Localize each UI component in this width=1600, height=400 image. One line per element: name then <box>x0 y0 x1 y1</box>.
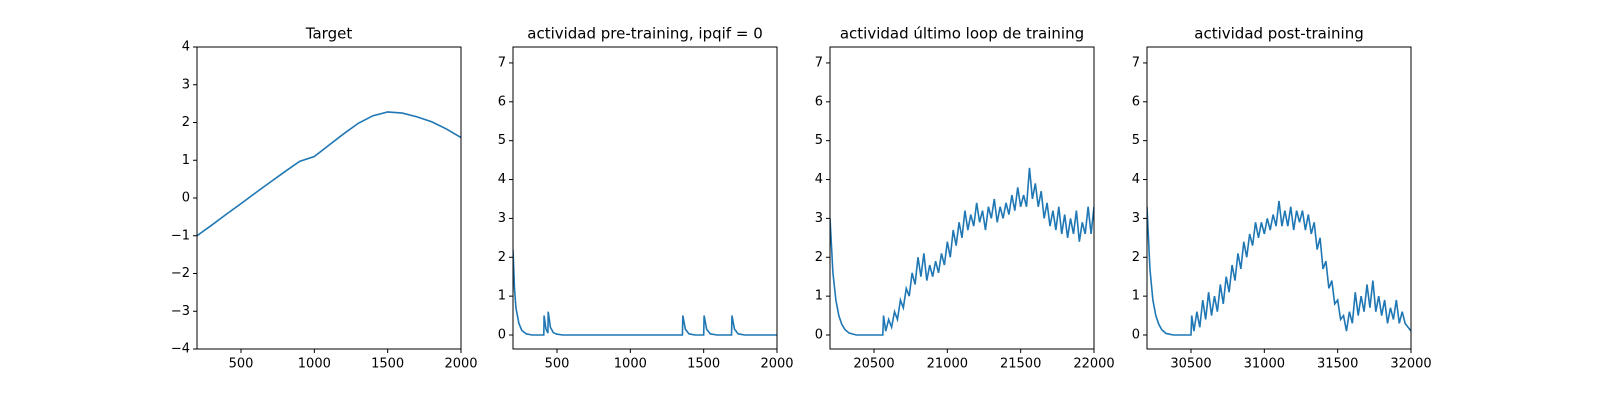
x-tick-label: 32000 <box>1390 357 1431 372</box>
y-tick-label: 6 <box>1132 94 1140 109</box>
chart-title: actividad post-training <box>1194 25 1363 43</box>
chart-title: actividad pre-training, ipqif = 0 <box>527 25 763 43</box>
data-line <box>197 111 461 237</box>
y-tick-label: 2 <box>182 115 190 130</box>
y-tick-label: 0 <box>182 191 190 206</box>
y-tick-label: −2 <box>171 266 190 281</box>
x-tick-label: 500 <box>229 357 254 372</box>
y-tick-label: 3 <box>498 211 506 226</box>
y-tick-label: 7 <box>1132 55 1140 70</box>
y-tick-label: 5 <box>498 133 506 148</box>
y-tick-label: 4 <box>182 40 190 55</box>
y-tick-label: 2 <box>498 250 506 265</box>
y-tick-label: 0 <box>815 328 823 343</box>
y-tick-label: 4 <box>1132 172 1140 187</box>
chart-title: Target <box>305 25 353 43</box>
y-tick-label: −1 <box>171 228 190 243</box>
y-tick-label: 6 <box>498 94 506 109</box>
x-tick-label: 20500 <box>853 357 894 372</box>
axes-frame <box>829 46 1095 350</box>
y-tick-label: 4 <box>498 172 506 187</box>
x-tick-label: 30500 <box>1170 357 1211 372</box>
x-tick-label: 21500 <box>1000 357 1041 372</box>
y-tick-label: 2 <box>815 250 823 265</box>
x-tick-label: 2000 <box>760 357 793 372</box>
y-tick-label: 1 <box>815 289 823 304</box>
y-tick-label: 1 <box>182 153 190 168</box>
y-tick-label: 3 <box>182 77 190 92</box>
data-line <box>513 249 777 336</box>
axes-frame <box>512 46 778 350</box>
x-tick-label: 1500 <box>371 357 404 372</box>
y-tick-label: 3 <box>1132 211 1140 226</box>
axes-frame <box>196 46 462 350</box>
axes-frame <box>1146 46 1412 350</box>
y-tick-label: 1 <box>498 289 506 304</box>
data-line <box>830 167 1094 336</box>
y-tick-label: 2 <box>1132 250 1140 265</box>
x-tick-label: 31000 <box>1244 357 1285 372</box>
y-tick-label: −3 <box>171 304 190 319</box>
x-tick-label: 31500 <box>1317 357 1358 372</box>
y-tick-label: 0 <box>1132 328 1140 343</box>
y-tick-label: 7 <box>498 55 506 70</box>
y-tick-label: 1 <box>1132 289 1140 304</box>
x-tick-label: 21000 <box>927 357 968 372</box>
y-tick-label: 5 <box>815 133 823 148</box>
chart-title: actividad último loop de training <box>840 25 1084 43</box>
y-tick-label: 6 <box>815 94 823 109</box>
y-tick-label: 7 <box>815 55 823 70</box>
x-tick-label: 1000 <box>614 357 647 372</box>
x-tick-label: 500 <box>545 357 570 372</box>
x-tick-label: 1000 <box>298 357 331 372</box>
x-tick-label: 1500 <box>687 357 720 372</box>
y-tick-label: 5 <box>1132 133 1140 148</box>
y-tick-label: −4 <box>171 342 190 357</box>
data-line <box>1147 200 1411 336</box>
x-tick-label: 22000 <box>1073 357 1114 372</box>
y-tick-label: 0 <box>498 328 506 343</box>
y-tick-label: 4 <box>815 172 823 187</box>
y-tick-label: 3 <box>815 211 823 226</box>
x-tick-label: 2000 <box>444 357 477 372</box>
